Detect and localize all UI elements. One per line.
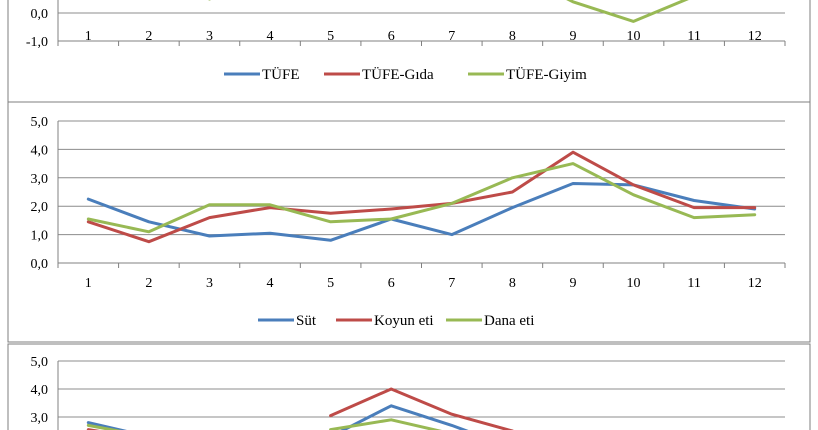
y-tick-label: 3,0	[31, 172, 49, 187]
y-tick-label: 2,0	[31, 200, 49, 215]
series-line-series-2	[86, 387, 514, 430]
y-tick-label: 0,0	[31, 257, 49, 272]
legend: Süt Koyun eti Dana eti	[258, 313, 534, 329]
x-tick-label: 10	[627, 29, 641, 44]
x-tick-label: 6	[388, 29, 395, 44]
chart-panel-3: 5,0 4,0 3,0	[7, 343, 811, 430]
x-tick-label: 3	[206, 276, 213, 291]
x-tick-label: 11	[687, 276, 700, 291]
x-tick-label: 5	[327, 276, 334, 291]
x-tick-label: 12	[748, 276, 762, 291]
chart-frame	[7, 0, 811, 103]
y-tick-label: 0,0	[31, 7, 49, 22]
x-tick-label: 3	[206, 29, 213, 44]
series-line-koyun-eti	[86, 150, 757, 244]
y-tick-label: -1,0	[26, 35, 48, 50]
x-tick-label: 10	[627, 276, 641, 291]
legend-label: Dana eti	[484, 313, 534, 329]
x-tick-label: 4	[267, 29, 274, 44]
x-tick-label: 12	[748, 29, 762, 44]
x-tick-label: 6	[388, 276, 395, 291]
x-tick-label: 2	[145, 276, 152, 291]
x-tick-label: 2	[145, 29, 152, 44]
x-tick-label: 8	[509, 276, 516, 291]
y-tick-label: 4,0	[31, 383, 49, 398]
x-tick-label: 7	[448, 29, 455, 44]
x-tick-label: 8	[509, 29, 516, 44]
series-line-tüfe-giyim	[208, 0, 689, 23]
chart-frame	[7, 101, 811, 343]
x-tick-label: 5	[327, 29, 334, 44]
legend-label: Koyun eti	[374, 313, 434, 329]
y-tick-label: 3,0	[31, 411, 49, 426]
series-line-dana-eti	[86, 162, 757, 234]
chart-panel-1: 0,0 -1,0 1 2 3 4 5 6 7 8 9 10 11 12 TÜFE TÜFE-Gıda …	[7, 0, 811, 103]
legend-label: TÜFE	[262, 66, 300, 83]
x-tick-label: 1	[85, 276, 92, 291]
y-tick-label: 5,0	[31, 355, 49, 370]
legend-label: TÜFE-Giyim	[506, 66, 587, 83]
legend-label: Süt	[296, 313, 317, 329]
series-line-series-3	[86, 418, 443, 430]
x-tick-label: 1	[85, 29, 92, 44]
x-tick-label: 11	[687, 29, 700, 44]
y-tick-label: 5,0	[31, 115, 49, 130]
y-tick-label: 4,0	[31, 143, 49, 158]
x-tick-label: 4	[267, 276, 274, 291]
x-tick-label: 7	[448, 276, 455, 291]
x-tick-label: 9	[569, 29, 576, 44]
legend-label: TÜFE-Gıda	[362, 66, 434, 83]
x-tick-label: 9	[569, 276, 576, 291]
chart-panel-2: 0,01,02,03,04,05,0 1 2 3 4 5 6 7 8 9 10 11 12 Süt K…	[7, 101, 811, 343]
legend: TÜFE TÜFE-Gıda TÜFE-Giyim	[224, 66, 587, 83]
chart-frame	[7, 343, 811, 430]
y-tick-label: 1,0	[31, 229, 49, 244]
